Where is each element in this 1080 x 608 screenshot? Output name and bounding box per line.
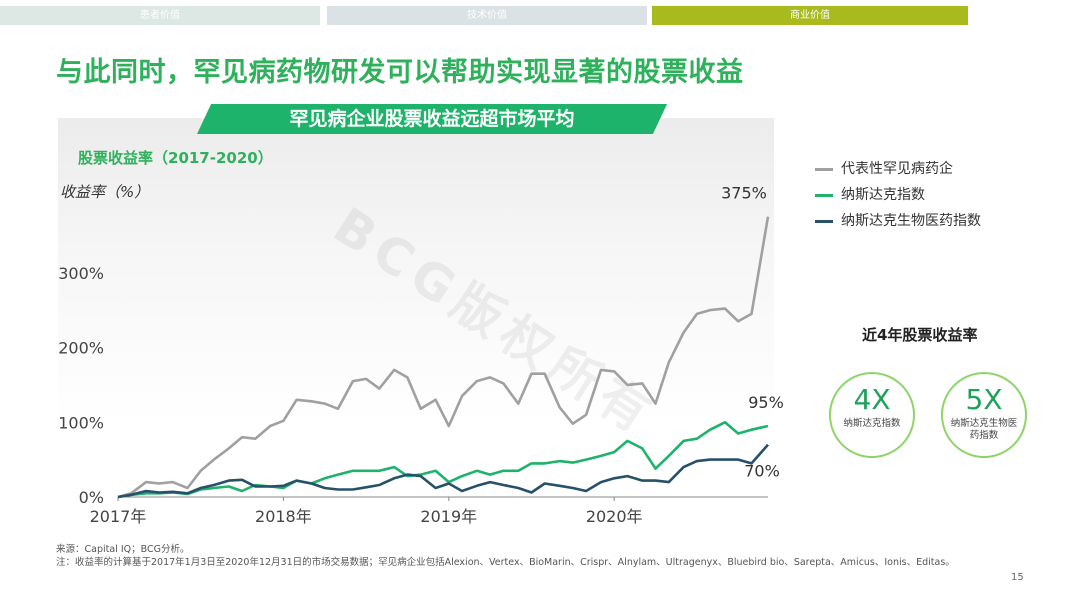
legend-label-nasdaq: 纳斯达克指数 — [841, 187, 925, 203]
legend-item-rare-disease: 代表性罕见病药企 — [815, 158, 981, 184]
x-tick-label: 2018年 — [255, 507, 312, 526]
x-tick-label: 2017年 — [90, 507, 147, 526]
kpi-value-nasdaq: 4X — [853, 383, 891, 416]
legend-swatch-nasdaq — [815, 194, 833, 197]
x-tick-label: 2019年 — [420, 507, 477, 526]
series-line-nasdaq-biotech — [117, 443, 769, 499]
series-line-rare-disease — [117, 216, 770, 499]
chart-legend: 代表性罕见病药企 纳斯达克指数 纳斯达克生物医药指数 — [815, 158, 981, 236]
footnote-note: 注：收益率的计算基于2017年1月3日至2020年12月31日的市场交易数据；罕… — [56, 557, 955, 568]
series-line-nasdaq — [117, 420, 769, 499]
y-tick-label: 200% — [58, 339, 104, 358]
kpi-circle-nasdaq: 4X 纳斯达克指数 — [829, 372, 915, 458]
y-tick-label: 300% — [58, 264, 104, 283]
end-label-rare-disease: 375% — [721, 184, 767, 203]
chart-panel — [58, 118, 774, 500]
legend-label-nasdaq-biotech: 纳斯达克生物医药指数 — [841, 213, 981, 229]
kpi-title: 近4年股票收益率 — [862, 326, 978, 344]
page-number: 15 — [1011, 572, 1024, 583]
legend-item-nasdaq-biotech: 纳斯达克生物医药指数 — [815, 210, 981, 236]
footnote-source: 来源：Capital IQ；BCG分析。 — [56, 544, 190, 555]
watermark: BCG版权所有 — [323, 196, 666, 447]
end-label-nasdaq: 95% — [748, 393, 784, 412]
tab-technology-value[interactable]: 技术价值 — [327, 6, 647, 25]
tab-patient-value[interactable]: 患者价值 — [0, 6, 320, 25]
kpi-label-nasdaq: 纳斯达克指数 — [843, 418, 901, 429]
legend-label-rare-disease: 代表性罕见病药企 — [841, 161, 953, 177]
slide-title: 与此同时，罕见病药物研发可以帮助实现显著的股票收益 — [56, 57, 744, 88]
chart-title-banner: 罕见病企业股票收益远超市场平均 — [197, 104, 667, 134]
legend-swatch-nasdaq-biotech — [815, 220, 833, 223]
footnote: 来源：Capital IQ；BCG分析。 注：收益率的计算基于2017年1月3日… — [56, 543, 1016, 569]
x-tick-label: 2020年 — [586, 507, 643, 526]
y-axis-title: 收益率（%） — [60, 183, 150, 201]
y-tick-label: 100% — [58, 413, 104, 432]
legend-swatch-rare-disease — [815, 168, 833, 171]
chart-subtitle: 股票收益率（2017-2020） — [78, 149, 273, 167]
tab-commercial-value[interactable]: 商业价值 — [652, 6, 968, 25]
chart-title: 罕见病企业股票收益远超市场平均 — [289, 108, 575, 130]
legend-item-nasdaq: 纳斯达克指数 — [815, 184, 981, 210]
section-tabs: 患者价值 技术价值 商业价值 — [0, 6, 1080, 26]
y-tick-label: 0% — [79, 488, 104, 507]
kpi-value-nasdaq-biotech: 5X — [965, 383, 1003, 416]
kpi-label-nasdaq-biotech: 纳斯达克生物医药指数 — [950, 418, 1018, 441]
end-label-nasdaq-biotech: 70% — [744, 462, 780, 481]
kpi-circle-nasdaq-biotech: 5X 纳斯达克生物医药指数 — [941, 372, 1027, 458]
